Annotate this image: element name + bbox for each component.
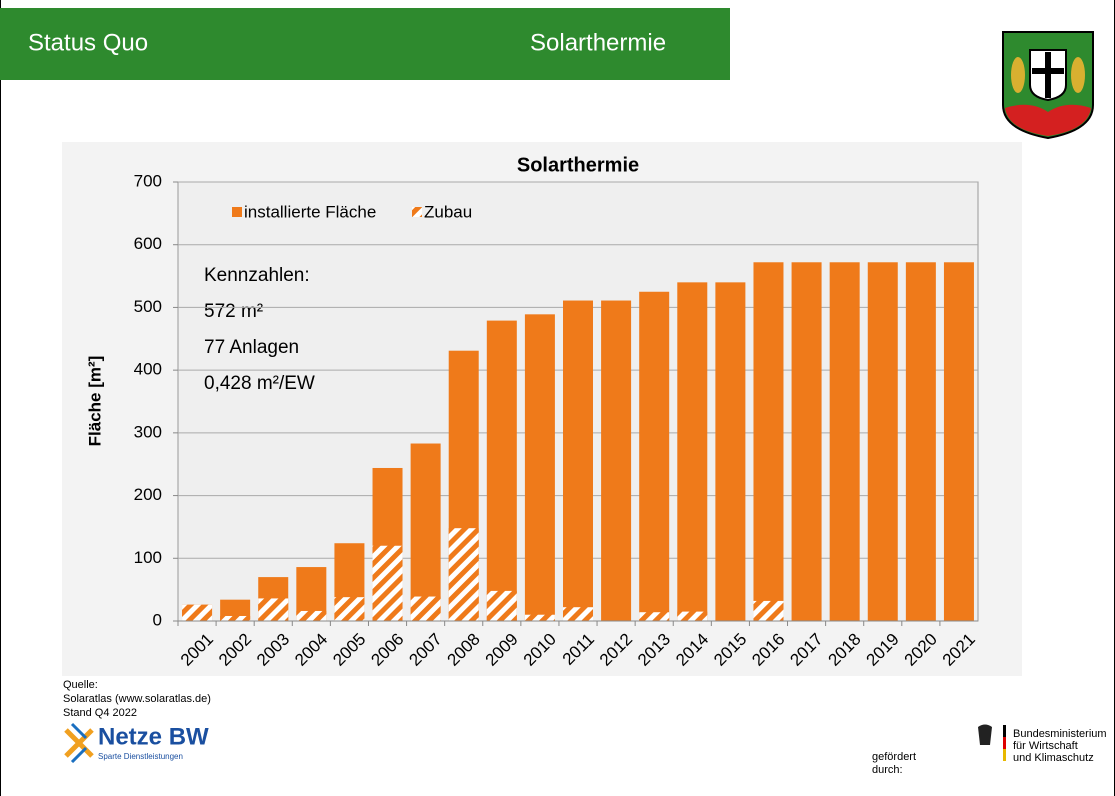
bar xyxy=(563,300,593,621)
bar xyxy=(334,597,365,621)
legend-swatch xyxy=(412,207,422,217)
logo-text: Netze BW xyxy=(98,723,209,750)
header-right: Solarthermie xyxy=(530,29,666,56)
bar xyxy=(296,610,327,621)
bar xyxy=(372,545,403,621)
bar xyxy=(639,291,670,621)
ministry-text: und Klimaschutz xyxy=(1013,752,1094,764)
netze-logo: Netze BW Sparte Dienstleistungen xyxy=(64,722,209,764)
ministry-text: Bundesministerium xyxy=(1013,728,1107,740)
bar xyxy=(220,599,251,621)
bar xyxy=(486,320,517,621)
y-tick-label: 200 xyxy=(134,485,162,504)
chart-title: Solarthermie xyxy=(517,154,639,176)
bar xyxy=(753,600,784,621)
y-axis-label: Fläche [m²] xyxy=(85,356,104,447)
header-bar xyxy=(0,8,730,80)
bar xyxy=(410,443,441,621)
source-line: Stand Q4 2022 xyxy=(63,707,137,719)
bar xyxy=(563,607,593,621)
bar xyxy=(677,611,708,621)
bar xyxy=(943,262,974,621)
bar xyxy=(601,300,632,621)
annotation-line: Kennzahlen: xyxy=(204,265,310,286)
crest xyxy=(1002,31,1094,140)
bar xyxy=(486,590,517,621)
legend-label: Zubau xyxy=(424,202,472,221)
source: Quelle: Solaratlas (www.solaratlas.de) S… xyxy=(63,679,211,719)
bar xyxy=(410,596,441,621)
y-tick-label: 400 xyxy=(134,360,162,379)
source-line: Solaratlas (www.solaratlas.de) xyxy=(63,693,211,705)
bar xyxy=(524,314,555,621)
bar xyxy=(258,598,289,621)
legend-swatch xyxy=(232,207,242,217)
bar xyxy=(753,262,784,621)
bar xyxy=(182,604,213,621)
annotation-line: 0,428 m²/EW xyxy=(204,373,315,394)
annotation-line: 572 m² xyxy=(204,301,263,322)
bar xyxy=(905,262,936,621)
annotation: Kennzahlen: 572 m² 77 Anlagen 0,428 m²/EW xyxy=(204,265,315,394)
funded-text: durch: xyxy=(872,764,903,776)
bar xyxy=(715,282,746,621)
bar xyxy=(448,528,479,621)
bar xyxy=(791,262,822,621)
logo-sub: Sparte Dienstleistungen xyxy=(98,752,183,761)
bar xyxy=(524,614,555,621)
ministry-logo: Bundesministerium für Wirtschaft und Kli… xyxy=(978,724,1107,764)
header-left: Status Quo xyxy=(28,29,148,56)
bar xyxy=(867,262,898,621)
annotation-line: 77 Anlagen xyxy=(204,337,299,358)
legend-label: installierte Fläche xyxy=(244,202,376,221)
funded-text: gefördert xyxy=(872,751,916,763)
y-tick-label: 100 xyxy=(134,548,162,567)
y-tick-label: 300 xyxy=(134,422,162,441)
bar xyxy=(829,262,860,621)
bar xyxy=(220,615,251,621)
y-tick-label: 600 xyxy=(134,234,162,253)
bar xyxy=(639,612,670,621)
source-line: Quelle: xyxy=(63,679,98,691)
y-tick-label: 500 xyxy=(134,297,162,316)
y-tick-label: 700 xyxy=(134,171,162,190)
ministry-text: für Wirtschaft xyxy=(1013,740,1078,752)
bar xyxy=(677,282,708,621)
y-tick-label: 0 xyxy=(153,610,162,629)
